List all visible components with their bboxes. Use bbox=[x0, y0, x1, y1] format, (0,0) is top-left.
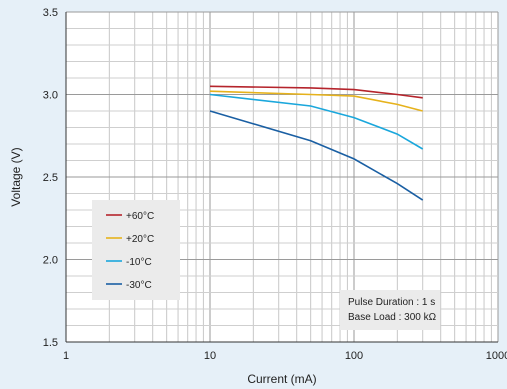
series-line bbox=[209, 93, 424, 150]
x-tick-label: 100 bbox=[345, 350, 363, 362]
legend-entry: -30°C bbox=[126, 280, 152, 291]
y-tick-label: 3.0 bbox=[43, 90, 58, 102]
annotation-box: Pulse Duration : 1 s Base Load : 300 kΩ bbox=[340, 290, 440, 330]
annotation-text: Pulse Duration : 1 s bbox=[348, 297, 435, 308]
legend-entry: +20°C bbox=[126, 234, 154, 245]
legend-entry: -10°C bbox=[126, 257, 152, 268]
y-axis-label: Voltage (V) bbox=[9, 147, 23, 206]
y-tick-label: 2.5 bbox=[43, 172, 58, 184]
tick-labels: 1 10 100 1000 1.5 2.0 2.5 3.0 3.5 bbox=[43, 7, 507, 362]
annotation-text: Base Load : 300 kΩ bbox=[348, 312, 437, 323]
series-layer bbox=[209, 85, 424, 201]
y-tick-label: 2.0 bbox=[43, 255, 58, 267]
annotation-box-bg bbox=[340, 290, 440, 330]
x-axis-label: Current (mA) bbox=[247, 372, 316, 386]
y-tick-label: 3.5 bbox=[43, 7, 58, 19]
series-line bbox=[209, 90, 423, 112]
grid bbox=[65, 11, 499, 343]
series-line bbox=[209, 110, 424, 201]
x-tick-label: 10 bbox=[204, 350, 216, 362]
x-tick-label: 1000 bbox=[486, 350, 507, 362]
legend-entry: +60°C bbox=[126, 211, 154, 222]
y-tick-label: 1.5 bbox=[43, 337, 58, 349]
x-tick-label: 1 bbox=[63, 350, 69, 362]
axes bbox=[65, 12, 498, 343]
series-line bbox=[209, 85, 423, 99]
legend: +60°C +20°C -10°C -30°C bbox=[106, 211, 154, 291]
